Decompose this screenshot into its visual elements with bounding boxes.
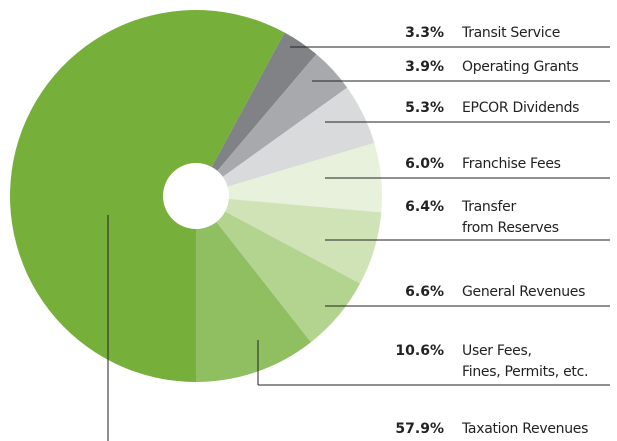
value-label: 6.0% — [405, 156, 444, 172]
pie-slice — [196, 196, 361, 343]
value-label: 5.3% — [405, 100, 444, 116]
pie-slice — [196, 87, 375, 196]
pie-slice — [196, 142, 382, 213]
value-label: 10.6% — [395, 343, 444, 359]
category-label: Operating Grants — [462, 59, 579, 75]
pie-slice — [196, 196, 311, 382]
pie-slice — [196, 54, 348, 196]
category-label: Taxation Revenues — [462, 421, 589, 437]
pie-slice — [196, 196, 382, 284]
category-label: EPCOR Dividends — [462, 100, 580, 116]
value-label: 3.3% — [405, 25, 444, 41]
pie-slice — [196, 32, 317, 196]
category-label: General Revenues — [462, 284, 586, 300]
value-label: 6.4% — [405, 199, 444, 215]
category-label: Transfer from Reserves — [462, 199, 559, 236]
value-label: 3.9% — [405, 59, 444, 75]
value-label: 6.6% — [405, 284, 444, 300]
pie-hole — [163, 163, 229, 229]
pie-slice — [9, 9, 285, 383]
category-label: Franchise Fees — [462, 156, 561, 172]
category-label: Transit Service — [462, 25, 561, 41]
category-label: User Fees, Fines, Permits, etc. — [462, 343, 589, 380]
value-label: 57.9% — [395, 421, 444, 437]
